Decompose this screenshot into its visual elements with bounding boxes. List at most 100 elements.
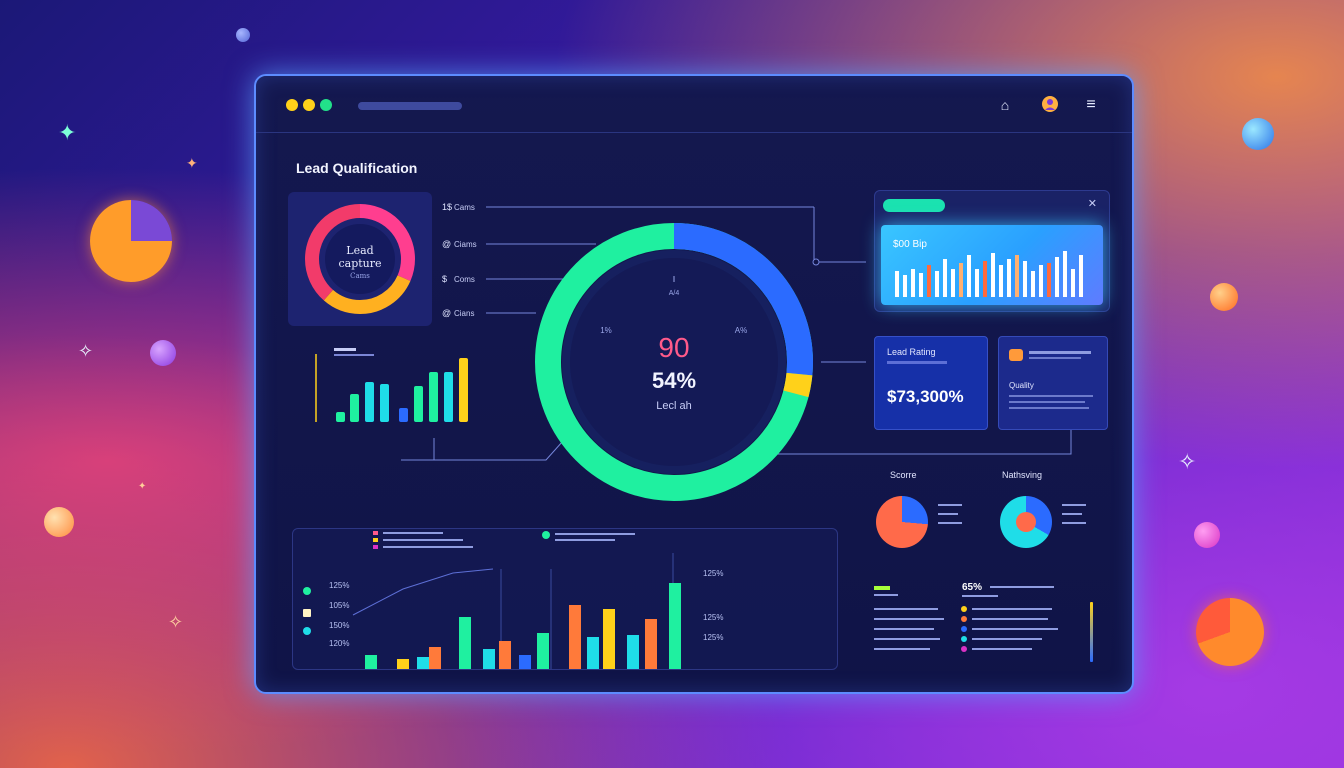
score-pie (876, 496, 928, 548)
list-badge (874, 586, 890, 590)
revenue-bar (1047, 263, 1051, 297)
lead-rating-title: Lead Rating (887, 347, 936, 357)
quality-card[interactable]: Quality (998, 336, 1108, 430)
legend-label: Cians (454, 309, 475, 318)
legend-item[interactable]: @ Cians (442, 308, 474, 322)
lead-rating-value: $73,300% (887, 387, 964, 406)
axis-label: 125% (703, 633, 724, 642)
axis-label: 125% (703, 569, 724, 578)
chart-label-bar (334, 348, 356, 351)
bottom-bar (587, 637, 599, 669)
bottom-bar (627, 635, 639, 669)
list-heading-line (990, 586, 1054, 588)
lead-capture-line2: capture (338, 257, 382, 270)
bottom-bar (459, 617, 471, 669)
sparkle-icon: ✧ (78, 341, 94, 361)
bottom-bar (669, 583, 681, 669)
lead-rating-card[interactable]: Lead Rating $73,300% (874, 336, 988, 430)
small-bar (365, 382, 374, 422)
bottom-bar (397, 659, 409, 669)
revenue-bar (1039, 265, 1043, 297)
sparkle-icon: ✦ (186, 155, 198, 171)
gauge-tick-right: A% (734, 326, 748, 335)
revenue-bars (895, 251, 1083, 297)
address-bar[interactable] (358, 102, 462, 110)
lead-capture-line1: Lead (346, 244, 374, 257)
orange-pie-orb-left (90, 200, 172, 282)
sparkle-icon: ✧ (1178, 449, 1197, 474)
revenue-bar (959, 263, 963, 297)
purple-orb-top-left (236, 28, 250, 42)
bottom-bar (417, 657, 429, 669)
bottom-right-list: 65% (848, 578, 1096, 670)
revenue-bar (1063, 251, 1067, 297)
lead-capture-line3: Cams (350, 272, 370, 280)
revenue-bar (1007, 259, 1011, 297)
series-dot (303, 627, 311, 635)
bottom-performance-chart: 125% 105% 150% 120% 125% 125% 125% (292, 528, 838, 670)
sparkle-icon: ✦ (58, 120, 77, 145)
gauge-tick-top: A/4 (668, 290, 680, 297)
quality-title: Quality (1009, 381, 1034, 390)
window-dot[interactable] (303, 99, 315, 111)
small-bar (459, 358, 468, 422)
nurturing-title: Nathsving (1002, 470, 1043, 480)
pink-orb-right (1194, 522, 1220, 548)
list-heading-line (874, 594, 898, 596)
peach-orb-left (44, 507, 74, 537)
revenue-bar (967, 255, 971, 297)
bottom-bar (537, 633, 549, 669)
list-scrollbar[interactable] (1090, 602, 1093, 662)
revenue-bar (975, 269, 979, 297)
small-bar (380, 384, 389, 422)
axis-label: 105% (329, 601, 350, 610)
bottom-bar (645, 619, 657, 669)
list-rows-right (961, 606, 1058, 652)
window-dot[interactable] (286, 99, 298, 111)
list-value: 65% (962, 582, 983, 593)
revenue-bar (1055, 257, 1059, 297)
title-bar: ⌂ ≡ (256, 76, 1132, 133)
small-bar (429, 372, 438, 422)
avatar[interactable] (1041, 96, 1059, 114)
orange-orb-right (1210, 283, 1238, 311)
revenue-bar (983, 261, 987, 297)
blue-orb-right (1242, 118, 1274, 150)
legend-icon: 1$ (442, 202, 453, 212)
axis-label: 125% (329, 581, 350, 590)
legend-label: Ciams (454, 240, 477, 249)
revenue-bar (903, 275, 907, 297)
small-bar (444, 372, 453, 422)
revenue-bar (943, 259, 947, 297)
orange-pie-orb-right (1196, 598, 1264, 666)
bottom-bar (519, 655, 531, 669)
small-bar-chart (315, 348, 468, 422)
revenue-bar (1031, 271, 1035, 297)
close-icon[interactable]: ✕ (1087, 198, 1097, 210)
revenue-bar-panel: ✕ $00 Bip (874, 190, 1110, 312)
lead-capture-panel: Lead capture Cams (288, 192, 432, 326)
panel-tag-chip[interactable] (883, 199, 945, 212)
bottom-bar (429, 647, 441, 669)
quality-line (1029, 351, 1091, 354)
series-dot (303, 587, 311, 595)
legend-item[interactable]: $ Coms (442, 274, 475, 288)
legend-label: Cams (454, 203, 475, 212)
menu-icon[interactable]: ≡ (1086, 96, 1096, 113)
window-dot[interactable] (320, 99, 332, 111)
axis-label: 150% (329, 621, 350, 630)
series-dot (303, 609, 311, 617)
bottom-bar (365, 655, 377, 669)
bottom-legend (373, 531, 635, 549)
legend-item[interactable]: 1$ Cams (442, 202, 475, 216)
legend-item[interactable]: @ Ciams (442, 239, 477, 253)
axis-label: 125% (703, 613, 724, 622)
bottom-bar (499, 641, 511, 669)
bottom-bars (365, 583, 681, 669)
quality-line (1009, 401, 1085, 403)
quality-line (1009, 395, 1093, 397)
revenue-bar (991, 253, 995, 297)
revenue-bar (1079, 255, 1083, 297)
central-gauge (535, 223, 813, 501)
home-icon[interactable]: ⌂ (1000, 97, 1010, 113)
